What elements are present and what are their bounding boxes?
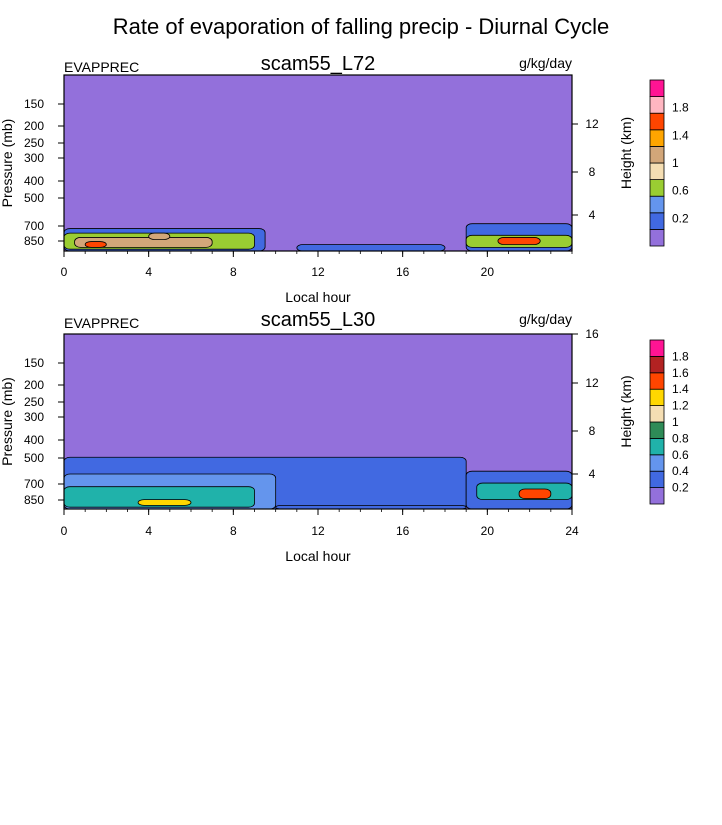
- y-tick-label: 850: [24, 493, 44, 507]
- contour-region: [137, 499, 192, 506]
- y-tick-label: 200: [24, 119, 44, 133]
- x-axis-label: Local hour: [285, 548, 351, 564]
- units-label: g/kg/day: [519, 311, 572, 327]
- panel-title: scam55_L30: [261, 309, 376, 331]
- colorbar-swatch: [649, 454, 665, 472]
- x-tick-label: 0: [61, 265, 68, 279]
- colorbar-label: 1.4: [672, 382, 689, 396]
- colorbar-swatch: [649, 405, 665, 423]
- colorbar-label: 0.2: [672, 481, 689, 495]
- y-tick-label: 700: [24, 219, 44, 233]
- x-tick-label: 4: [145, 265, 152, 279]
- y-tick-label: 150: [24, 97, 44, 111]
- x-tick-label: 0: [61, 524, 68, 538]
- contour-region: [84, 241, 107, 248]
- colorbar-swatch: [649, 129, 665, 147]
- colorbar-swatch: [649, 421, 665, 439]
- contour-region: [497, 237, 541, 245]
- colorbar-swatch: [649, 195, 665, 214]
- colorbar-label: 0.4: [672, 464, 689, 478]
- colorbar-label: 1.8: [672, 349, 689, 363]
- colorbar-swatch: [649, 228, 665, 247]
- contour-region: [518, 488, 552, 500]
- y-tick-label: 700: [24, 477, 44, 491]
- colorbar-swatch: [649, 162, 665, 181]
- y-axis-label: Pressure (mb): [0, 119, 15, 208]
- variable-label: EVAPPREC: [64, 315, 139, 331]
- y2-tick-label: 4: [589, 467, 596, 481]
- panel-title: scam55_L72: [261, 53, 376, 75]
- y-tick-label: 850: [24, 234, 44, 248]
- y-tick-label: 400: [24, 174, 44, 188]
- y2-tick-label: 12: [585, 376, 599, 390]
- colorbar-label: 1: [672, 156, 679, 170]
- x-tick-label: 12: [311, 524, 325, 538]
- y2-tick-label: 16: [585, 327, 599, 341]
- y-tick-label: 400: [24, 433, 44, 447]
- chart-main-title: Rate of evaporation of falling precip - …: [112, 14, 610, 39]
- contour-region: [296, 244, 446, 252]
- y-tick-label: 500: [24, 191, 44, 205]
- colorbar-swatch: [649, 487, 665, 505]
- colorbar-swatch: [649, 388, 665, 407]
- colorbar-swatch: [649, 372, 665, 390]
- x-axis-label: Local hour: [285, 289, 351, 305]
- colorbar-swatch: [649, 112, 665, 131]
- x-tick-label: 8: [230, 265, 237, 279]
- x-tick-label: 8: [230, 524, 237, 538]
- x-tick-label: 12: [311, 265, 325, 279]
- colorbar-swatch: [649, 96, 665, 114]
- y-tick-label: 250: [24, 395, 44, 409]
- x-tick-label: 20: [481, 265, 495, 279]
- contour-region: [74, 237, 213, 248]
- colorbar-swatch: [649, 212, 665, 230]
- y-tick-label: 300: [24, 410, 44, 424]
- y-tick-label: 200: [24, 378, 44, 392]
- contour-region: [148, 232, 171, 240]
- colorbar-swatch: [649, 470, 665, 489]
- y-tick-label: 500: [24, 451, 44, 465]
- y2-axis-label: Height (km): [618, 375, 634, 447]
- y2-tick-label: 8: [589, 424, 596, 438]
- x-tick-label: 4: [145, 524, 152, 538]
- colorbar-swatch: [649, 355, 665, 374]
- y-tick-label: 150: [24, 356, 44, 370]
- x-tick-label: 16: [396, 524, 410, 538]
- y-tick-label: 250: [24, 136, 44, 150]
- colorbar-swatch: [649, 179, 665, 197]
- plot-background: [64, 75, 572, 251]
- x-tick-label: 16: [396, 265, 410, 279]
- colorbar-label: 1.6: [672, 366, 689, 380]
- y-axis-label: Pressure (mb): [0, 377, 15, 466]
- y2-tick-label: 4: [589, 208, 596, 222]
- y-tick-label: 300: [24, 151, 44, 165]
- units-label: g/kg/day: [519, 55, 572, 71]
- colorbar-swatch: [649, 79, 665, 98]
- colorbar-label: 1.8: [672, 101, 689, 115]
- y2-tick-label: 8: [589, 165, 596, 179]
- colorbar-label: 1.2: [672, 399, 689, 413]
- x-tick-label: 24: [565, 524, 579, 538]
- colorbar-swatch: [649, 145, 665, 164]
- colorbar-swatch: [649, 339, 665, 357]
- colorbar-label: 0.6: [672, 448, 689, 462]
- x-tick-label: 20: [481, 524, 495, 538]
- variable-label: EVAPPREC: [64, 59, 139, 75]
- colorbar-label: 0.8: [672, 431, 689, 445]
- y2-axis-label: Height (km): [618, 117, 634, 189]
- colorbar-label: 1.4: [672, 128, 689, 142]
- colorbar-label: 0.2: [672, 211, 689, 225]
- colorbar-label: 0.6: [672, 184, 689, 198]
- colorbar-swatch: [649, 437, 665, 456]
- colorbar-label: 1: [672, 415, 679, 429]
- y2-tick-label: 12: [585, 117, 599, 131]
